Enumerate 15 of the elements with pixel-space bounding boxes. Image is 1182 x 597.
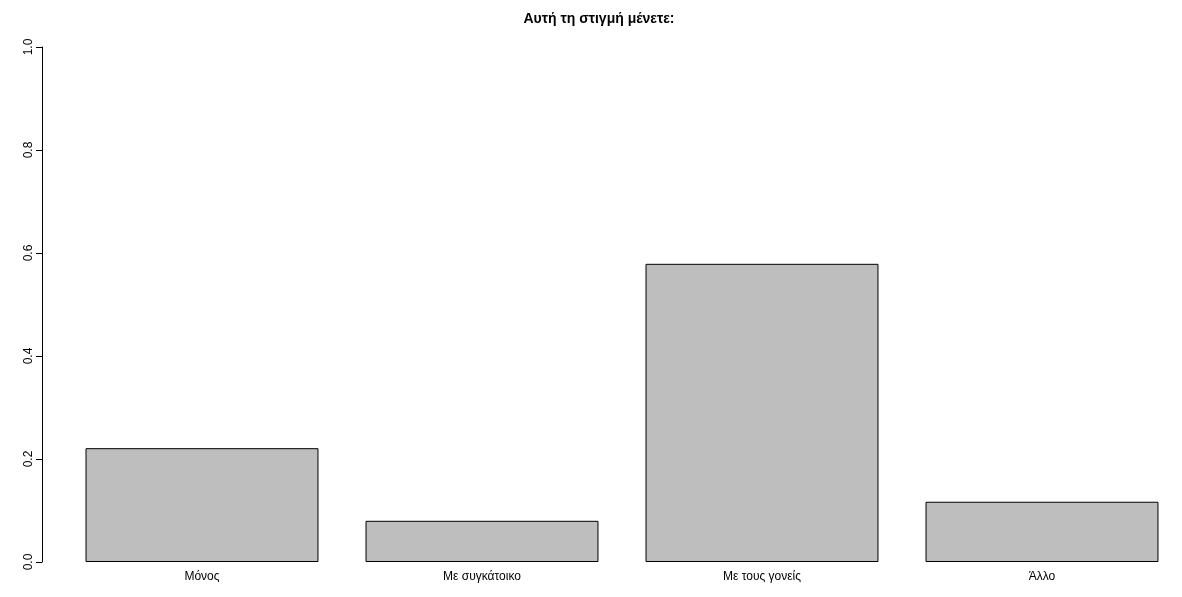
y-tick-label: 1.0 — [21, 38, 35, 56]
y-tick-label: 0.0 — [21, 553, 35, 571]
bar — [85, 448, 319, 562]
x-tick-label: Με συγκάτοικο — [443, 569, 522, 583]
y-tick-label: 0.4 — [21, 347, 35, 365]
bar — [645, 263, 879, 562]
x-tick-label: Άλλο — [1028, 569, 1056, 583]
x-tick-label: Μόνος — [184, 569, 220, 583]
chart-title: Αυτή τη στιγμή μένετε: — [523, 10, 675, 26]
bar — [365, 520, 599, 562]
x-tick-label: Με τους γονείς — [722, 569, 802, 583]
y-tick-label: 0.2 — [21, 450, 35, 468]
y-tick-label: 0.8 — [21, 141, 35, 159]
y-tick-label: 0.6 — [21, 244, 35, 262]
bar — [925, 501, 1159, 562]
